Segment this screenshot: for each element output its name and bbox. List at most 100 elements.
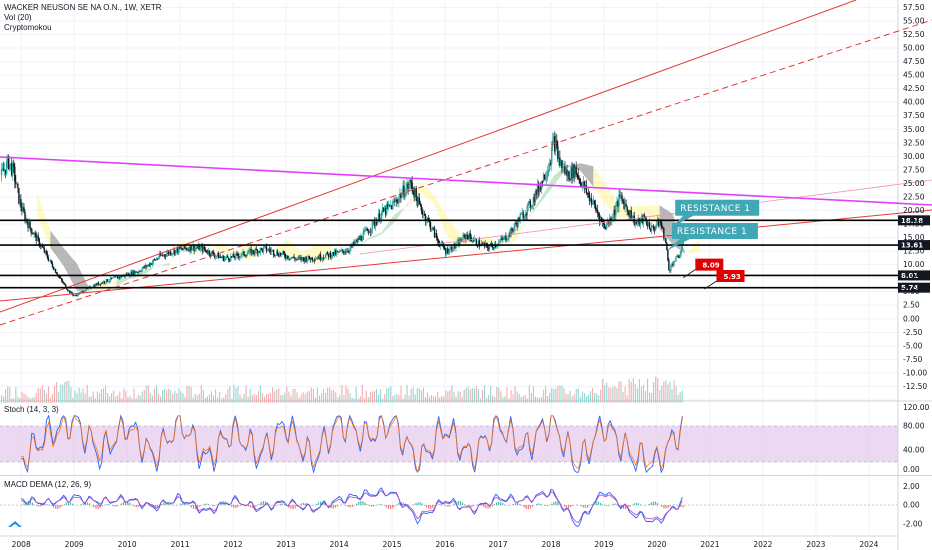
candle-body: [595, 208, 598, 210]
candle-body: [54, 269, 57, 273]
candle-body: [466, 234, 468, 236]
volume-bar: [19, 397, 21, 403]
candle-body: [580, 183, 582, 187]
time-axis[interactable]: 2008 2009 2010 2011 2012 2013 2014 2015 2016 2017…: [12, 540, 879, 549]
volume-bar: [1, 395, 3, 403]
price-tick-label: -5.00: [903, 341, 923, 350]
volume-bar: [416, 388, 418, 403]
candle-body: [222, 255, 225, 261]
candle-body: [553, 136, 555, 141]
year-tick-label: 2020: [647, 540, 666, 549]
candle-body: [674, 261, 676, 263]
candle-body: [313, 260, 316, 261]
volume-bar: [371, 391, 374, 403]
candle-body: [299, 257, 301, 259]
macd-histogram-bar: [661, 505, 663, 507]
candle-body: [373, 221, 376, 227]
candle-body: [423, 213, 426, 215]
macd-histogram-bar: [156, 505, 159, 508]
macd-histogram-bar: [682, 505, 684, 508]
candle-body: [453, 243, 455, 251]
candle-body: [638, 218, 641, 225]
candle-body: [40, 245, 42, 247]
annotations[interactable]: RESISTANCE 1 RESISTANCE 1 8.09 5.93: [665, 199, 760, 290]
volume-bar: [47, 386, 50, 403]
volume-bar: [402, 398, 404, 403]
candle-body: [596, 209, 599, 214]
macd-histogram-bar: [211, 505, 214, 506]
resistance-callout-2[interactable]: RESISTANCE 1: [665, 223, 758, 252]
volume-bar: [587, 394, 590, 403]
macd-histogram-bar: [546, 505, 548, 507]
candle-body: [650, 225, 653, 232]
macd-histogram-bar: [281, 503, 284, 506]
support-resistance-levels[interactable]: 18.18 13.61 8.01 5.74: [0, 215, 930, 293]
macd-histogram-bar: [334, 505, 337, 508]
macd-histogram-bar: [324, 503, 326, 506]
candle-body: [646, 223, 649, 226]
symbol-title[interactable]: WACKER NEUSON SE NA O.N., 1W, XETR: [4, 3, 162, 12]
candle-body: [144, 265, 146, 268]
volume-bar: [235, 388, 237, 403]
candle-body: [473, 238, 475, 242]
cloud-indicator-label[interactable]: Cryptomokou: [4, 23, 52, 32]
volume-bar: [290, 395, 292, 403]
price-tick-label: 12.50: [903, 247, 925, 256]
volume-bar: [9, 387, 11, 403]
price-target-tag-1[interactable]: 8.09: [683, 258, 724, 278]
candle-body: [320, 259, 323, 261]
macd-histogram-bar: [383, 505, 385, 506]
volume-bar: [190, 386, 192, 403]
price-target-tag-2[interactable]: 5.93: [704, 269, 745, 290]
volume-indicator-label[interactable]: Vol (20): [4, 13, 32, 22]
volume-bar: [78, 387, 80, 403]
descending-resistance-line[interactable]: [0, 156, 932, 206]
candle-body: [542, 174, 545, 183]
candle-body: [135, 271, 137, 273]
candle-body: [145, 265, 147, 267]
candle-body: [346, 250, 348, 253]
candle-body: [339, 250, 341, 253]
candle-body: [94, 284, 96, 288]
price-axis[interactable]: 57.50 55.00 52.50 50.00 47.50 45.00 42.50 40.00…: [903, 3, 929, 528]
candle-body: [241, 252, 243, 256]
candle-body: [334, 250, 336, 256]
candle-body: [569, 179, 571, 180]
candle-body: [477, 240, 480, 247]
ascending-trendline[interactable]: [0, 0, 857, 313]
stoch-tick-label: 40.00: [903, 446, 925, 455]
candle-body: [83, 291, 85, 293]
trendlines[interactable]: [0, 0, 932, 326]
candle-body: [390, 205, 392, 207]
volume-bar: [155, 385, 158, 403]
candle-body: [411, 182, 413, 190]
candle-body: [282, 251, 284, 254]
volume-bar: [188, 385, 190, 403]
candle-body: [467, 235, 469, 240]
ascending-trendline-dashed[interactable]: [0, 19, 932, 326]
tag-label: 8.09: [702, 262, 719, 270]
macd-histogram-bar: [381, 504, 383, 506]
volume-bar: [665, 380, 667, 403]
candle-body: [130, 271, 132, 276]
candle-body: [405, 188, 407, 196]
candle-body: [471, 240, 473, 242]
candle-body: [587, 193, 590, 194]
candle-body: [259, 248, 262, 253]
candle-body: [327, 253, 330, 258]
candle-body: [255, 248, 257, 250]
candle-body: [20, 199, 22, 208]
lower-support-trendline[interactable]: [0, 209, 932, 302]
resistance-callout-1[interactable]: RESISTANCE 1: [671, 199, 760, 228]
candle-body: [221, 255, 224, 258]
candle-body: [516, 223, 518, 227]
candle-body: [51, 263, 54, 268]
candle-body: [267, 248, 270, 251]
thin-trendline[interactable]: [359, 179, 932, 255]
volume-bar: [143, 389, 145, 403]
macd-legend[interactable]: MACD DEMA (12, 26, 9): [4, 480, 92, 489]
candle-body: [111, 277, 114, 279]
price-tag-label: 18.18: [901, 217, 923, 225]
stoch-legend[interactable]: Stoch (14, 3, 3): [4, 405, 59, 414]
